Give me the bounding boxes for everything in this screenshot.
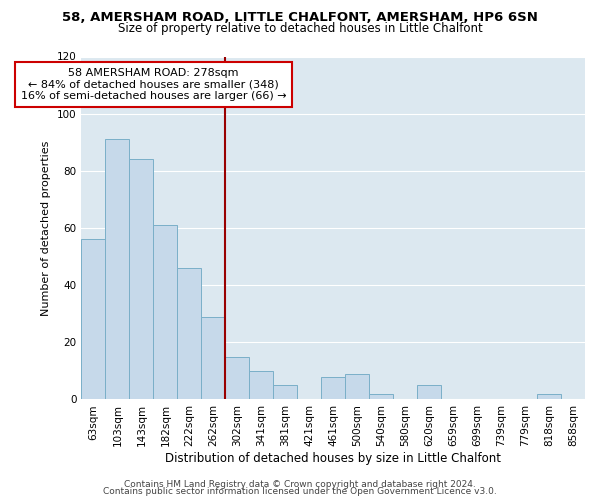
Bar: [130, 160, 154, 400]
Bar: [82, 240, 106, 400]
X-axis label: Distribution of detached houses by size in Little Chalfont: Distribution of detached houses by size …: [165, 452, 501, 465]
Bar: [345, 374, 369, 400]
Text: Size of property relative to detached houses in Little Chalfont: Size of property relative to detached ho…: [118, 22, 482, 35]
Bar: [201, 316, 225, 400]
Bar: [225, 356, 249, 400]
Bar: [537, 394, 561, 400]
Bar: [369, 394, 393, 400]
Text: Contains HM Land Registry data © Crown copyright and database right 2024.: Contains HM Land Registry data © Crown c…: [124, 480, 476, 489]
Bar: [321, 376, 345, 400]
Bar: [178, 268, 201, 400]
Bar: [273, 385, 297, 400]
Bar: [249, 371, 273, 400]
Bar: [154, 225, 178, 400]
Text: 58, AMERSHAM ROAD, LITTLE CHALFONT, AMERSHAM, HP6 6SN: 58, AMERSHAM ROAD, LITTLE CHALFONT, AMER…: [62, 11, 538, 24]
Bar: [417, 385, 441, 400]
Y-axis label: Number of detached properties: Number of detached properties: [41, 140, 51, 316]
Bar: [106, 140, 130, 400]
Text: 58 AMERSHAM ROAD: 278sqm
← 84% of detached houses are smaller (348)
16% of semi-: 58 AMERSHAM ROAD: 278sqm ← 84% of detach…: [20, 68, 286, 101]
Text: Contains public sector information licensed under the Open Government Licence v3: Contains public sector information licen…: [103, 487, 497, 496]
